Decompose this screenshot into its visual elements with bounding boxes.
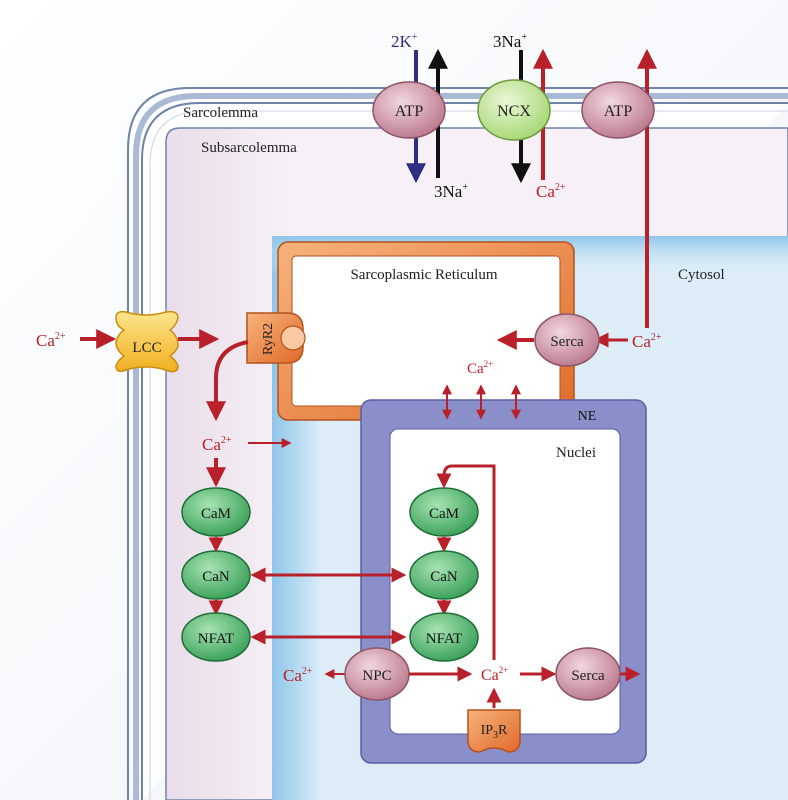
nfat-nucleus: NFAT (410, 613, 478, 661)
cam-cytosol: CaM (182, 488, 250, 536)
svg-text:NFAT: NFAT (198, 631, 234, 647)
can-nucleus: CaN (410, 551, 478, 599)
svg-text:Serca: Serca (571, 668, 605, 684)
ne-label: NE (578, 409, 597, 424)
nfat-cytosol: NFAT (182, 613, 250, 661)
sr-label: Sarcoplasmic Reticulum (350, 267, 497, 283)
ip3r-receptor: IP3R (468, 710, 520, 752)
ryr2-label: RyR2 (261, 323, 276, 355)
lcc-channel: LCC (116, 312, 178, 372)
ryr2-receptor: RyR2 (247, 313, 305, 363)
svg-text:Serca: Serca (550, 334, 584, 350)
svg-text:CaM: CaM (201, 506, 231, 522)
svg-text:NPC: NPC (362, 668, 391, 684)
subsarcolemma-label: Subsarcolemma (201, 140, 297, 156)
cam-nucleus: CaM (410, 488, 478, 536)
nuclear-envelope (361, 400, 646, 763)
atp-right-label: ATP (604, 103, 633, 120)
svg-text:NFAT: NFAT (426, 631, 462, 647)
can-cytosol: CaN (182, 551, 250, 599)
atp-left-label: ATP (395, 103, 424, 120)
lcc-label: LCC (132, 340, 161, 356)
serca-nucleus: Serca (556, 648, 620, 700)
serca-sr: Serca (535, 314, 599, 366)
sarcolemma-label: Sarcolemma (183, 105, 258, 121)
svg-text:CaN: CaN (202, 569, 230, 585)
atp-pump-right: ATP (582, 82, 654, 138)
svg-text:CaN: CaN (430, 569, 458, 585)
nuclei-label: Nuclei (556, 445, 596, 461)
cytosol-label: Cytosol (678, 267, 725, 283)
svg-text:CaM: CaM (429, 506, 459, 522)
atp-pump-left: ATP (373, 82, 445, 138)
npc-pore: NPC (345, 648, 409, 700)
ncx-label: NCX (497, 103, 531, 120)
ncx-exchanger: NCX (478, 80, 550, 140)
